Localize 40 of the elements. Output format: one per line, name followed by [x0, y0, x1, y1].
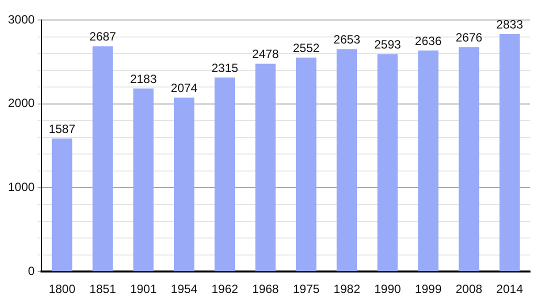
x-tick-label: 1990	[374, 282, 402, 296]
bar	[499, 34, 520, 272]
y-tick-label: 1000	[8, 180, 36, 194]
data-label: 2653	[334, 32, 361, 46]
bar	[336, 49, 358, 272]
bar	[214, 77, 235, 272]
x-tick-label: 1999	[414, 282, 442, 296]
x-tick-label: 1962	[211, 282, 238, 296]
x-tick-label: 1851	[89, 282, 116, 296]
x-tick-label: 2014	[496, 282, 524, 296]
data-label: 2687	[89, 30, 116, 44]
data-label: 2315	[211, 60, 238, 75]
x-tick-label: 1975	[292, 282, 320, 296]
bar	[296, 58, 316, 272]
bar	[418, 50, 438, 272]
data-label: 2593	[374, 37, 402, 52]
bar	[255, 64, 276, 272]
x-tick-label: 1901	[130, 282, 158, 296]
bar	[174, 98, 194, 272]
x-tick-label: 1968	[252, 282, 280, 296]
y-tick-label: 0	[28, 264, 36, 278]
x-tick-label: 1800	[48, 282, 76, 296]
bar	[377, 54, 398, 272]
bar	[133, 88, 154, 272]
data-label: 2552	[292, 40, 320, 55]
data-label: 2074	[170, 80, 198, 95]
x-tick-label: 1954	[170, 282, 198, 296]
x-tick-label: 2008	[456, 282, 483, 296]
data-label: 2478	[252, 47, 280, 62]
x-tick-label: 1982	[334, 282, 361, 296]
data-label: 2636	[414, 34, 442, 48]
data-label: 1587	[48, 122, 76, 136]
data-label: 2676	[456, 30, 483, 44]
bar	[52, 138, 72, 272]
y-tick-label: 3000	[8, 12, 36, 26]
data-label: 2833	[496, 17, 524, 32]
data-label: 2183	[130, 72, 158, 86]
y-tick-label: 2000	[8, 96, 36, 110]
bar	[92, 46, 113, 272]
bar	[458, 47, 480, 272]
